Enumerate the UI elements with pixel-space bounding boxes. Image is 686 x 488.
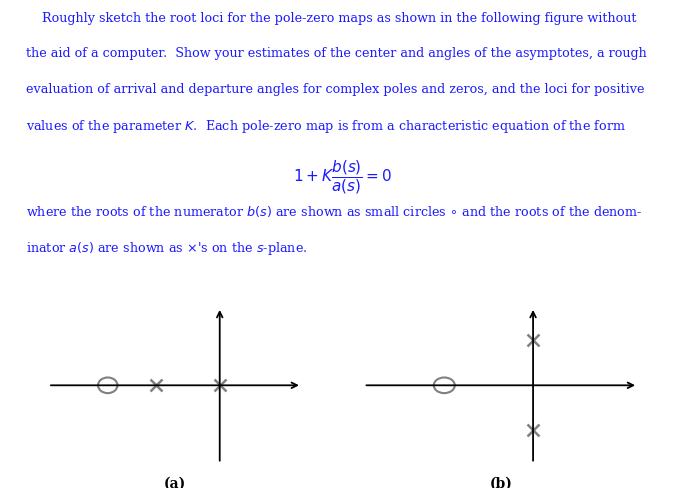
Text: (a): (a) (164, 476, 186, 488)
Text: evaluation of arrival and departure angles for complex poles and zeros, and the : evaluation of arrival and departure angl… (26, 82, 645, 96)
Text: the aid of a computer.  Show your estimates of the center and angles of the asym: the aid of a computer. Show your estimat… (26, 47, 647, 61)
Text: (b): (b) (489, 476, 512, 488)
Text: $1 + K\dfrac{b(s)}{a(s)} = 0$: $1 + K\dfrac{b(s)}{a(s)} = 0$ (294, 158, 392, 195)
Text: inator $a(s)$ are shown as $\times$'s on the $s$-plane.: inator $a(s)$ are shown as $\times$'s on… (26, 239, 307, 256)
Text: values of the parameter $K$.  Each pole-zero map is from a characteristic equati: values of the parameter $K$. Each pole-z… (26, 118, 626, 135)
Text: where the roots of the numerator $b(s)$ are shown as small circles $\circ$ and t: where the roots of the numerator $b(s)$ … (26, 204, 643, 219)
Text: Roughly sketch the root loci for the pole-zero maps as shown in the following fi: Roughly sketch the root loci for the pol… (26, 12, 637, 25)
